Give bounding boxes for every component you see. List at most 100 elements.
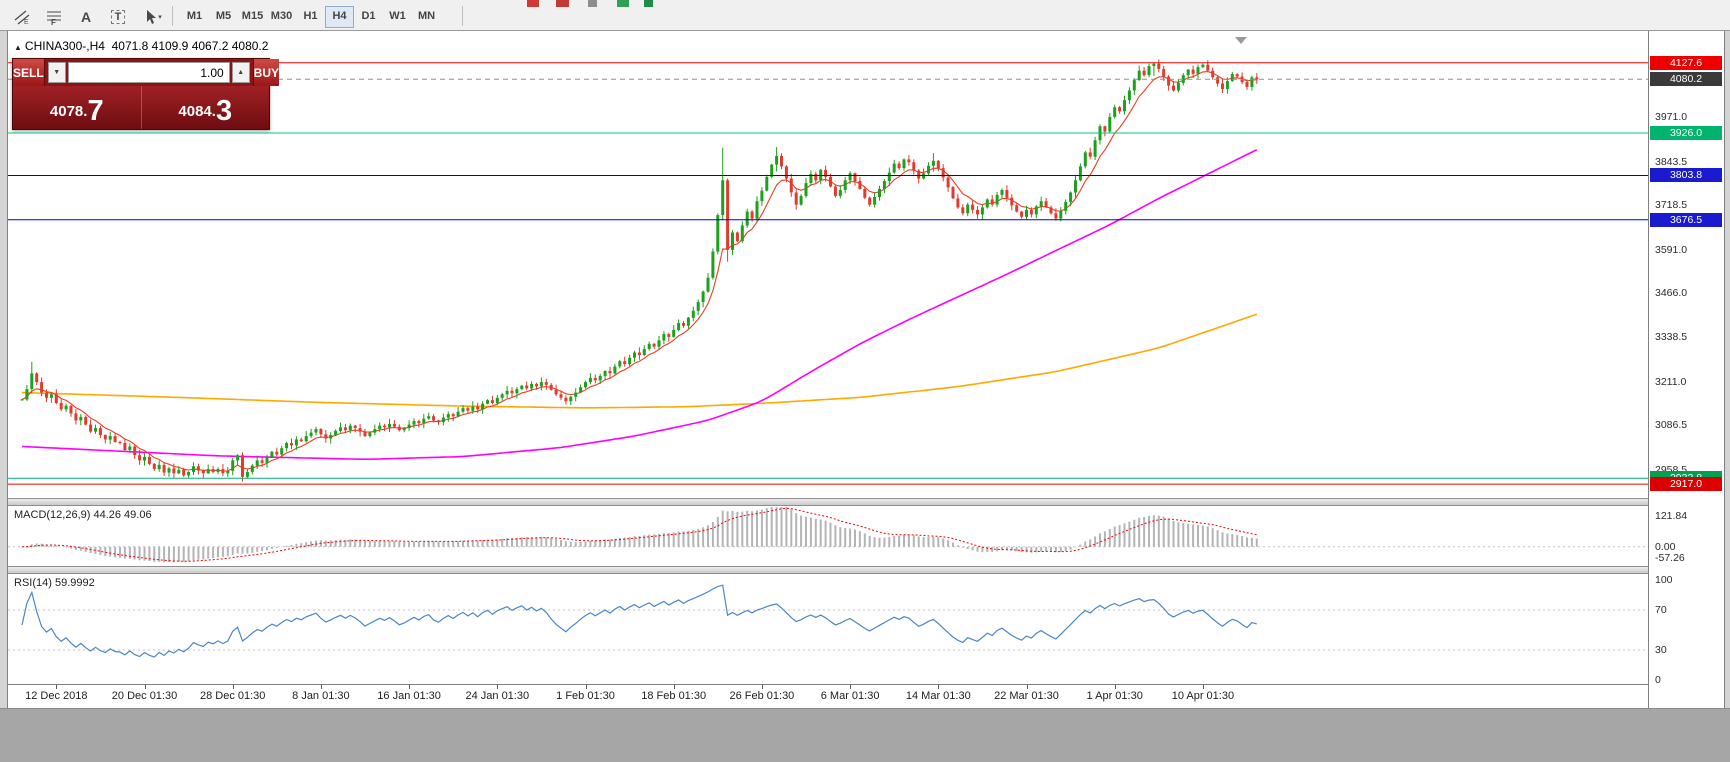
pane-splitter[interactable] bbox=[8, 498, 1724, 506]
time-axis-label: 1 Feb 01:30 bbox=[556, 690, 615, 702]
chart-collapse-icon: ▲ bbox=[14, 43, 22, 52]
sell-price: 4078. 7 bbox=[13, 86, 142, 129]
price-axis-label: 3211.0 bbox=[1655, 375, 1687, 388]
time-axis-label: 1 Apr 01:30 bbox=[1086, 690, 1143, 702]
window-border bbox=[1724, 31, 1725, 708]
price-badge: 3803.8 bbox=[1650, 168, 1722, 183]
time-tick bbox=[1114, 685, 1116, 689]
price-axis-label: 121.84 bbox=[1655, 510, 1688, 522]
sell-button[interactable]: SELL bbox=[13, 59, 45, 86]
time-tick bbox=[850, 685, 852, 689]
text-label-button[interactable]: T bbox=[106, 6, 130, 27]
price-axis-label: 3591.0 bbox=[1655, 243, 1688, 256]
symbol-ohlc-header: ▲ CHINA300-,H4 4071.8 4109.9 4067.2 4080.… bbox=[14, 39, 269, 53]
price-badge: 3676.5 bbox=[1650, 212, 1722, 227]
text-icon: A bbox=[80, 8, 92, 25]
time-axis[interactable]: 12 Dec 2018 20 Dec 01:30 28 Dec 01:30 8 Jan… bbox=[8, 684, 1724, 709]
cropped-icon-fragment bbox=[644, 0, 653, 7]
macd-pane[interactable]: MACD(12,26,9) 44.26 49.06 bbox=[8, 506, 1648, 566]
time-tick bbox=[320, 685, 322, 689]
volume-up-button[interactable]: ▲ bbox=[231, 62, 250, 83]
timeframe-button-w1[interactable]: W1 bbox=[389, 10, 406, 22]
timeframe-button-h4[interactable]: H4 bbox=[325, 6, 354, 28]
macd-chart[interactable] bbox=[8, 506, 1648, 566]
cursor-arrow-icon bbox=[147, 9, 157, 24]
cropped-icon-fragment bbox=[527, 0, 539, 7]
price-axis-label: -57.26 bbox=[1655, 552, 1685, 564]
rsi-chart[interactable] bbox=[8, 574, 1648, 684]
volume-input[interactable] bbox=[67, 62, 230, 83]
time-tick bbox=[1202, 685, 1204, 689]
price-badge: 2917.0 bbox=[1650, 477, 1722, 492]
time-axis-label: 10 Apr 01:30 bbox=[1171, 690, 1235, 702]
window-bottom-area bbox=[0, 708, 1730, 762]
timeframe-button-d1[interactable]: D1 bbox=[361, 10, 376, 22]
time-axis-label: 12 Dec 2018 bbox=[25, 690, 88, 702]
time-tick bbox=[585, 685, 587, 689]
svg-text:E: E bbox=[24, 19, 29, 25]
chart-shift-icon bbox=[1235, 37, 1247, 44]
candlestick-chart[interactable] bbox=[8, 31, 1648, 498]
time-axis-label: 18 Feb 01:30 bbox=[641, 690, 707, 702]
cropped-icon-fragment bbox=[556, 0, 569, 7]
time-axis-label: 8 Jan 01:30 bbox=[292, 690, 350, 702]
price-badge: 4127.6 bbox=[1650, 55, 1722, 70]
time-axis-label: 14 Mar 01:30 bbox=[905, 690, 971, 702]
buy-button[interactable]: BUY bbox=[252, 59, 280, 86]
fibonacci-icon: F bbox=[47, 11, 61, 25]
time-axis-label: 26 Feb 01:30 bbox=[729, 690, 795, 702]
equidistant-channel-button[interactable]: E bbox=[10, 6, 34, 27]
time-tick bbox=[673, 685, 675, 689]
timeframe-button-m5[interactable]: M5 bbox=[215, 10, 232, 22]
price-axis-label: 70 bbox=[1655, 604, 1667, 616]
rsi-label: RSI(14) 59.9992 bbox=[14, 577, 95, 589]
time-tick bbox=[144, 685, 146, 689]
toolbar-separator bbox=[172, 6, 173, 26]
timeframe-button-m1[interactable]: M1 bbox=[186, 10, 203, 22]
price-axis-label: 3466.0 bbox=[1655, 287, 1688, 300]
arrows-button[interactable]: ▾ bbox=[138, 6, 168, 27]
cropped-icon-fragment bbox=[617, 0, 629, 7]
time-axis-label: 16 Jan 01:30 bbox=[377, 690, 441, 702]
price-axis-label: 3843.5 bbox=[1655, 155, 1688, 168]
volume-control: ▼ ▲ bbox=[44, 59, 253, 86]
volume-down-button[interactable]: ▼ bbox=[47, 62, 66, 83]
time-axis-label: 20 Dec 01:30 bbox=[111, 690, 178, 702]
price-axis-label: 3338.5 bbox=[1655, 331, 1688, 344]
main-chart-pane[interactable]: ▲ CHINA300-,H4 4071.8 4109.9 4067.2 4080.… bbox=[8, 31, 1648, 498]
rsi-pane[interactable]: RSI(14) 59.9992 bbox=[8, 574, 1648, 684]
one-click-trading-panel: SELL ▼ ▲ BUY 4078.7 4084.3 bbox=[12, 58, 280, 130]
svg-text:F: F bbox=[51, 18, 56, 25]
price-axis-label: 30 bbox=[1655, 644, 1667, 656]
price-axis-label: 100 bbox=[1655, 574, 1673, 586]
price-axis-label: 3086.5 bbox=[1655, 419, 1688, 432]
price-axis[interactable]: 3971.0 3843.5 3718.5 3591.0 3466.0 3338.5 3211… bbox=[1648, 31, 1725, 708]
time-axis-label: 28 Dec 01:30 bbox=[199, 690, 266, 702]
fibonacci-button[interactable]: F bbox=[42, 6, 66, 27]
time-tick bbox=[56, 685, 58, 689]
pane-splitter[interactable] bbox=[8, 566, 1724, 574]
time-tick bbox=[409, 685, 411, 689]
price-axis-label: 3718.5 bbox=[1655, 199, 1688, 212]
text-button[interactable]: A bbox=[74, 6, 98, 27]
timeframe-group: M1 M5 M15 M30 H1 H4 D1 W1 MN bbox=[180, 6, 441, 28]
time-tick bbox=[497, 685, 499, 689]
price-badge: 4080.2 bbox=[1650, 72, 1722, 87]
timeframe-button-mn[interactable]: MN bbox=[417, 10, 436, 22]
price-axis-label: 0.00 bbox=[1655, 540, 1676, 553]
text-label-icon: T bbox=[110, 9, 126, 24]
toolbar: E F A T ▾ M1 M5 M15 M30 H1 H4 D1 W1 MN bbox=[0, 0, 1730, 31]
equidistant-channel-icon: E bbox=[14, 9, 30, 25]
price-badge: 3926.0 bbox=[1650, 125, 1722, 140]
timeframe-button-m15[interactable]: M15 bbox=[241, 10, 264, 22]
time-axis-label: 24 Jan 01:30 bbox=[465, 690, 530, 702]
timeframe-button-m30[interactable]: M30 bbox=[270, 10, 293, 22]
timeframe-button-h1[interactable]: H1 bbox=[303, 10, 318, 22]
time-axis-label: 6 Mar 01:30 bbox=[820, 690, 880, 702]
time-tick bbox=[938, 685, 940, 689]
time-tick bbox=[1026, 685, 1028, 689]
window-border bbox=[7, 31, 8, 708]
time-tick bbox=[761, 685, 763, 689]
time-tick bbox=[232, 685, 234, 689]
time-axis-label: 22 Mar 01:30 bbox=[994, 690, 1059, 702]
